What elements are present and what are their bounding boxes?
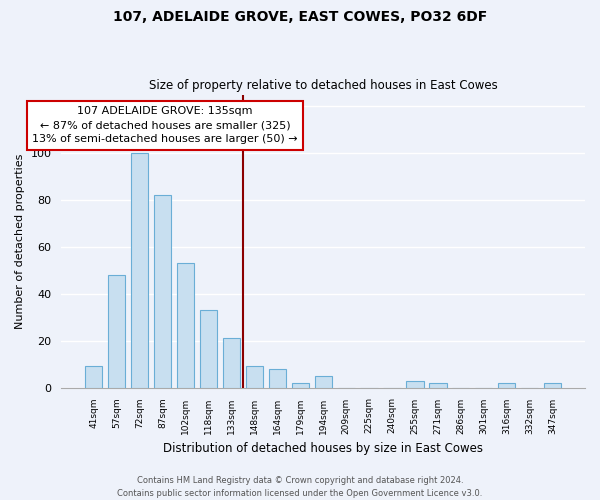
Text: Contains HM Land Registry data © Crown copyright and database right 2024.
Contai: Contains HM Land Registry data © Crown c… — [118, 476, 482, 498]
Bar — [200, 310, 217, 388]
Bar — [154, 196, 171, 388]
Bar — [246, 366, 263, 388]
Bar — [406, 380, 424, 388]
Bar — [177, 264, 194, 388]
Bar — [269, 369, 286, 388]
Bar — [223, 338, 240, 388]
Text: 107, ADELAIDE GROVE, EAST COWES, PO32 6DF: 107, ADELAIDE GROVE, EAST COWES, PO32 6D… — [113, 10, 487, 24]
Text: 107 ADELAIDE GROVE: 135sqm
← 87% of detached houses are smaller (325)
13% of sem: 107 ADELAIDE GROVE: 135sqm ← 87% of deta… — [32, 106, 298, 144]
Bar — [544, 383, 561, 388]
Bar — [108, 275, 125, 388]
Bar — [314, 376, 332, 388]
Bar — [429, 383, 446, 388]
Title: Size of property relative to detached houses in East Cowes: Size of property relative to detached ho… — [149, 79, 497, 92]
Bar — [85, 366, 103, 388]
Y-axis label: Number of detached properties: Number of detached properties — [15, 154, 25, 329]
Bar — [292, 383, 309, 388]
Bar — [498, 383, 515, 388]
X-axis label: Distribution of detached houses by size in East Cowes: Distribution of detached houses by size … — [163, 442, 483, 455]
Bar — [131, 153, 148, 388]
